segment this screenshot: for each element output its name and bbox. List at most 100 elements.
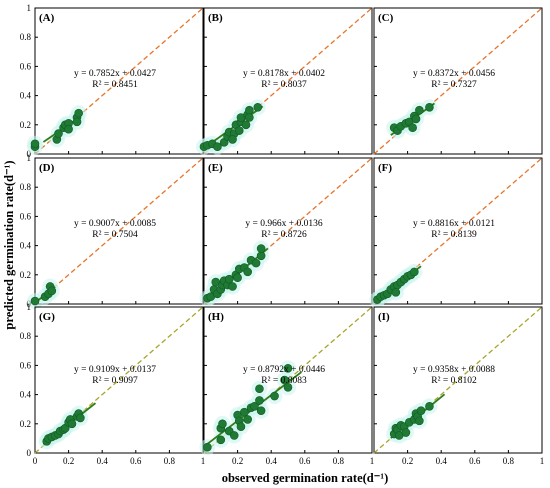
- panel-label: (D): [39, 162, 55, 174]
- r-squared: R² = 0.8102: [431, 376, 477, 386]
- panel-label: (I): [378, 311, 390, 323]
- data-point: [229, 431, 239, 440]
- y-tick-label: 1: [27, 3, 32, 13]
- y-tick-label: 0: [27, 149, 32, 159]
- r-squared: R² = 0.8083: [261, 376, 307, 386]
- panel-frame: [34, 157, 204, 305]
- panel-label: (C): [378, 12, 394, 24]
- y-tick-label: 0.8: [20, 182, 32, 192]
- y-tick-label: 0.4: [20, 241, 32, 251]
- regression-equation: y = 0.8178x + 0.0402: [243, 69, 325, 79]
- panel-frame: [373, 157, 543, 305]
- y-tick-label: 0.2: [20, 120, 31, 130]
- panel-frame: [203, 157, 373, 305]
- panel-label: (G): [39, 311, 55, 323]
- panel-frame: [203, 306, 373, 454]
- data-point: [255, 396, 264, 405]
- one-to-one-line: [34, 7, 204, 155]
- panel-frame: [34, 7, 204, 155]
- y-tick-label: 0.6: [20, 61, 32, 71]
- data-point: [240, 407, 249, 417]
- r-squared: R² = 0.8139: [431, 230, 477, 240]
- one-to-one-line: [373, 306, 543, 454]
- panel-g: 0 0.2 0.4 0.6 0.8 1 0 0.2 0.4 0.6 0.8 1 (G) y = 0.910…: [20, 302, 206, 466]
- y-tick-label: 1: [27, 153, 32, 163]
- regression-equation: y = 0.9358x + 0.0088: [413, 365, 495, 375]
- r-squared: R² = 0.7504: [92, 230, 138, 240]
- data-point: [228, 135, 237, 144]
- x-tick-label: 0.2: [63, 456, 74, 466]
- data-point: [234, 126, 244, 135]
- regression-equation: y = 0.9109x + 0.0137: [74, 365, 156, 375]
- regression-equation: y = 0.8816x + 0.0121: [413, 219, 495, 229]
- data-point: [30, 296, 40, 306]
- y-tick-label: 0: [27, 448, 32, 458]
- data-point: [283, 364, 293, 373]
- r-squared: R² = 0.9097: [92, 376, 138, 386]
- x-tick-label: 0.4: [97, 456, 109, 466]
- one-to-one-line: [203, 7, 373, 155]
- data-point: [72, 117, 82, 127]
- panel-frame: [373, 7, 543, 155]
- data-point: [243, 267, 252, 277]
- one-to-one-line: [34, 157, 204, 305]
- r-squared: R² = 0.7327: [431, 80, 477, 90]
- x-tick-label: 0.8: [503, 456, 515, 466]
- data-point: [408, 123, 417, 133]
- y-tick-label: 0.2: [20, 419, 31, 429]
- panel-label: (E): [208, 162, 223, 174]
- panel-label: (A): [39, 12, 55, 24]
- x-tick-label: 0.4: [436, 456, 448, 466]
- data-point: [391, 288, 401, 297]
- regression-equation: y = 0.966x + 0.0136: [245, 219, 322, 229]
- x-tick-label: 0.8: [333, 456, 345, 466]
- panel-frame: [203, 7, 373, 155]
- one-to-one-line: [373, 157, 543, 305]
- y-tick-label: 0.8: [20, 331, 32, 341]
- x-tick-label: 0.2: [402, 456, 413, 466]
- y-tick-label: 1: [27, 302, 32, 312]
- data-point: [74, 108, 83, 118]
- data-point: [256, 244, 266, 253]
- data-point: [416, 406, 426, 415]
- panel-label: (H): [208, 311, 224, 323]
- x-tick-label: 0.4: [266, 456, 278, 466]
- y-tick-label: 0.4: [20, 390, 32, 400]
- data-point: [283, 382, 293, 392]
- data-point: [401, 428, 411, 437]
- data-point: [250, 401, 259, 411]
- data-point: [213, 142, 222, 151]
- regression-equation: y = 0.9007x + 0.0085: [74, 219, 156, 229]
- y-axis-title: predicted germination rate(d⁻¹): [2, 160, 16, 329]
- data-point: [253, 102, 263, 112]
- panel-label: (B): [208, 12, 223, 24]
- data-point: [243, 415, 252, 424]
- x-tick-label: 0.8: [164, 456, 176, 466]
- regression-equation: y = 0.7852x + 0.0427: [74, 69, 156, 79]
- regression-equation: y = 0.8792x + 0.0446: [243, 365, 325, 375]
- x-tick-label: 1: [540, 456, 545, 466]
- panels-group: 00.20.40.60.81(A)y = 0.7852x + 0.0427R² …: [20, 3, 545, 466]
- x-tick-label: 0.6: [469, 456, 481, 466]
- x-tick-label: 1: [370, 456, 375, 466]
- data-point: [410, 267, 419, 277]
- x-tick-label: 0: [33, 456, 38, 466]
- data-point: [224, 274, 234, 284]
- data-point: [411, 114, 421, 124]
- one-to-one-line: [34, 306, 204, 454]
- data-point: [245, 113, 254, 122]
- y-tick-label: 0.2: [20, 270, 31, 280]
- one-to-one-line: [373, 7, 543, 155]
- r-squared: R² = 0.8451: [92, 80, 138, 90]
- data-point: [67, 419, 77, 429]
- y-tick-label: 0.6: [20, 211, 32, 221]
- r-squared: R² = 0.8037: [261, 80, 307, 90]
- x-tick-label: 1: [201, 456, 206, 466]
- data-point: [47, 286, 57, 296]
- data-point: [425, 102, 434, 112]
